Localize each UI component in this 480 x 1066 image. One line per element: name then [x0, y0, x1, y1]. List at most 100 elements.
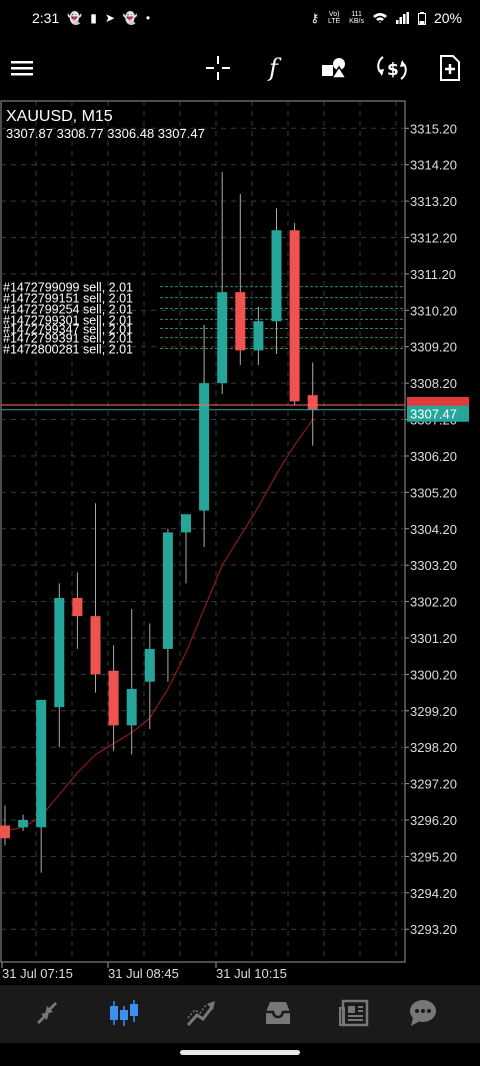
candle-bull	[144, 648, 155, 682]
svg-text:$: $	[387, 60, 399, 80]
candle-bear	[108, 670, 119, 726]
price-axis-label: 3311.20	[410, 267, 456, 282]
candles-icon	[110, 1000, 138, 1026]
svg-text:f: f	[267, 54, 282, 82]
home-indicator[interactable]	[180, 1050, 300, 1055]
price-axis-label: 3301.20	[410, 631, 457, 646]
trade-button[interactable]: $	[374, 50, 410, 86]
network-type: Vo) LTE	[328, 11, 341, 25]
battery-icon	[417, 11, 426, 25]
crosshair-button[interactable]	[200, 50, 236, 86]
candle-bull	[36, 699, 47, 828]
new-order-button[interactable]	[432, 50, 468, 86]
price-axis-label: 3315.20	[410, 121, 457, 136]
candle-bull	[199, 383, 210, 511]
network-speed-value: 111	[351, 11, 362, 18]
candle-bear	[0, 825, 10, 839]
trade-icon: $	[377, 56, 407, 80]
quotes-icon	[37, 1002, 57, 1024]
more-notifications-icon: •	[145, 11, 151, 25]
objects-button[interactable]	[316, 50, 352, 86]
nav-trade[interactable]	[181, 995, 221, 1031]
bid-price-tag	[407, 405, 469, 422]
notification-icon: ▮	[90, 11, 97, 25]
candle-bull	[162, 532, 173, 649]
price-axis-label: 3300.20	[410, 667, 457, 682]
nav-quotes[interactable]	[27, 995, 67, 1031]
current-price-label: 3307.47	[410, 407, 457, 422]
nav-history[interactable]	[258, 995, 298, 1031]
candle-bull	[54, 597, 65, 708]
bottom-navigation	[0, 985, 480, 1043]
price-axis-label: 3304.20	[410, 522, 457, 537]
candle-bull	[271, 230, 282, 322]
candle-bull	[181, 514, 191, 533]
crosshair-icon	[206, 56, 230, 80]
chart-ohlc-values: 3307.87 3308.77 3306.48 3307.47	[6, 126, 205, 141]
price-axis-label: 3296.20	[410, 813, 457, 828]
candle-bear	[235, 292, 246, 351]
status-right: ⚷ Vo) LTE 111 KB/s 20%	[310, 10, 462, 26]
price-axis-label: 3306.20	[410, 449, 457, 464]
candle-bull	[18, 820, 29, 828]
price-axis-label: 3295.20	[410, 849, 457, 864]
price-axis-label: 3303.20	[410, 558, 457, 573]
time-axis-label: 31 Jul 08:45	[108, 966, 179, 981]
nav-news[interactable]	[335, 995, 375, 1031]
network-speed: 111 KB/s	[349, 11, 364, 25]
menu-button[interactable]	[4, 50, 40, 86]
candle-bull	[126, 688, 137, 726]
price-axis-label: 3310.20	[410, 303, 457, 318]
price-axis-label: 3305.20	[410, 485, 457, 500]
status-bar: 2:31 👻 ▮ ➤ 👻 • ⚷ Vo) LTE 111 KB/s 20%	[0, 0, 480, 36]
candle-bull	[217, 292, 228, 384]
inbox-icon	[266, 1002, 290, 1024]
snapchat-icon-2: 👻	[122, 11, 138, 25]
moving-average-line	[4, 419, 314, 832]
nav-messages[interactable]	[403, 995, 443, 1031]
chart-canvas[interactable]: 3315.20 3314.20 3313.20 3312.20 3311.20 3310.…	[0, 100, 480, 985]
order-label: #1472799347 sell, 2.01	[3, 323, 133, 337]
battery-level: 20%	[433, 10, 462, 26]
top-toolbar: f $	[0, 36, 480, 100]
order-label: #1472799099 sell, 2.01	[3, 281, 133, 295]
price-axis-label: 3293.20	[410, 922, 457, 937]
chat-icon	[410, 1000, 436, 1026]
price-axis-label: 3313.20	[410, 194, 457, 209]
news-icon	[339, 999, 369, 1027]
price-axis-label: 3298.20	[410, 740, 457, 755]
order-label: #1472799151 sell, 2.01	[3, 292, 133, 306]
snapchat-icon: 👻	[67, 11, 83, 25]
key-icon: ⚷	[310, 11, 320, 25]
price-axis-label: 3294.20	[410, 886, 457, 901]
candle-bear	[307, 395, 318, 410]
indicators-button[interactable]: f	[258, 50, 294, 86]
new-order-icon	[440, 55, 460, 81]
candle-bull	[253, 321, 264, 351]
price-axis-label: 3308.20	[410, 376, 457, 391]
price-axis-label: 3314.20	[410, 158, 457, 173]
order-label: #1472799391 sell, 2.01	[3, 332, 133, 346]
chart-frame	[0, 100, 406, 963]
nav-chart[interactable]	[104, 995, 144, 1031]
wifi-icon	[372, 13, 387, 23]
price-axis-label: 3309.20	[410, 340, 457, 355]
price-chart[interactable]: 3315.20 3314.20 3313.20 3312.20 3311.20 3310.…	[0, 100, 480, 985]
network-speed-unit: KB/s	[349, 18, 364, 25]
price-axis-label: 3297.20	[410, 777, 457, 792]
objects-icon	[322, 58, 348, 79]
candle-bear	[72, 597, 83, 617]
order-label: #1472799301 sell, 2.01	[3, 313, 133, 327]
order-label: #1472799254 sell, 2.01	[3, 303, 133, 317]
candle-bear	[90, 616, 101, 675]
order-label: #1472800281 sell, 2.01	[3, 343, 133, 357]
status-left: 2:31 👻 ▮ ➤ 👻 •	[32, 10, 150, 26]
trade-chart-icon	[186, 1001, 215, 1027]
price-axis-label: 3312.20	[410, 231, 457, 246]
status-time: 2:31	[32, 10, 60, 26]
price-axis-label: 3302.20	[410, 595, 457, 610]
price-axis-label: 3299.20	[410, 704, 457, 719]
menu-icon	[11, 61, 33, 76]
time-axis-label: 31 Jul 07:15	[2, 966, 73, 981]
signal-icon	[395, 12, 409, 24]
